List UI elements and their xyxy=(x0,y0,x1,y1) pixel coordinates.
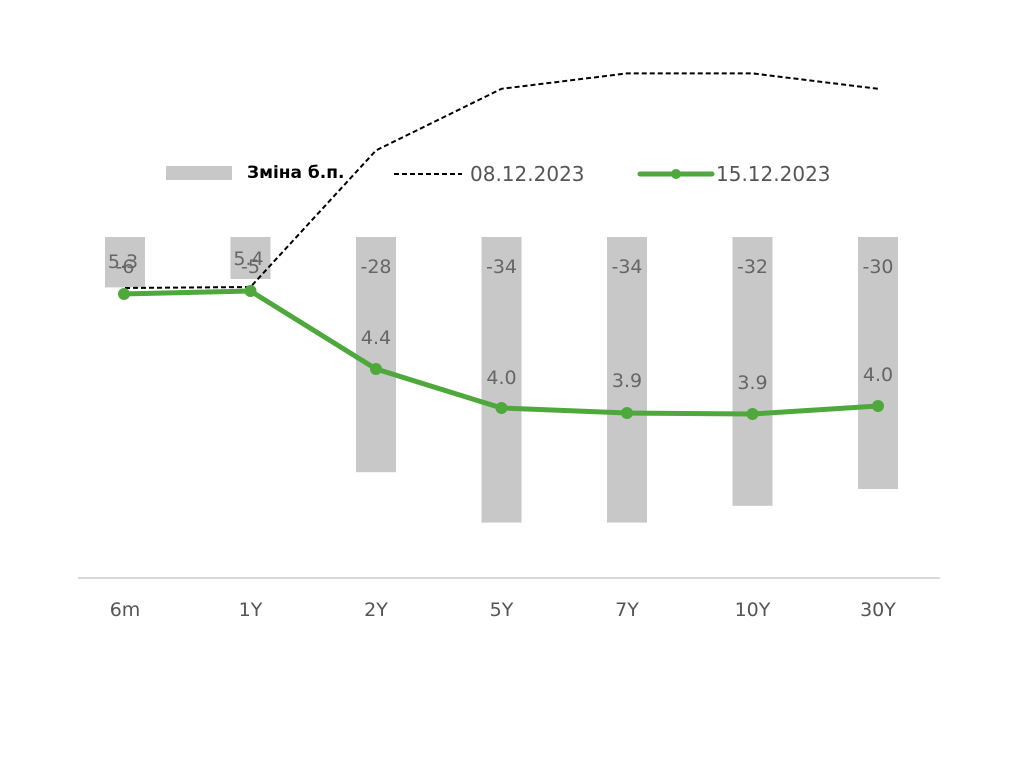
bar-2Y xyxy=(356,237,396,473)
bar-5Y xyxy=(481,237,522,523)
bar-7Y xyxy=(607,237,647,523)
bar-label-7Y: -34 xyxy=(611,256,642,278)
solid-point-5Y xyxy=(495,402,508,414)
bar-label-30Y: -30 xyxy=(862,256,893,278)
dashed-label-5Y: 4.0 xyxy=(486,367,516,389)
bar-30Y xyxy=(858,237,898,489)
bar-series xyxy=(105,237,898,523)
bar-label-1Y: -5 xyxy=(241,256,260,278)
legend: Зміна б.п. 08.12.2023 15.12.2023 xyxy=(166,162,831,186)
bar-data-labels: -6 -5 -28 -34 -34 -32 -30 xyxy=(116,256,894,278)
solid-point-10Y xyxy=(746,408,759,420)
legend-label-bar-series: Зміна б.п. xyxy=(247,163,344,183)
x-tick-7Y: 7Y xyxy=(615,599,639,621)
bar-label-10Y: -32 xyxy=(737,256,768,278)
dashed-label-7Y: 3.9 xyxy=(612,370,642,392)
solid-point-1Y xyxy=(244,285,257,297)
solid-point-30Y xyxy=(872,400,884,412)
bar-label-6m: -6 xyxy=(116,256,135,278)
x-tick-1Y: 1Y xyxy=(239,599,263,621)
x-tick-30Y: 30Y xyxy=(860,599,896,621)
dashed-label-30Y: 4.0 xyxy=(863,364,893,386)
legend-swatch-bar-series xyxy=(166,166,232,180)
bar-label-2Y: -28 xyxy=(360,256,391,278)
x-tick-2Y: 2Y xyxy=(364,599,388,621)
solid-series xyxy=(118,285,884,420)
x-tick-6m: 6m xyxy=(110,599,141,621)
dashed-label-2Y: 4.4 xyxy=(361,327,391,349)
dashed-label-1Y: 5.4 xyxy=(233,248,263,270)
dashed-label-10Y: 3.9 xyxy=(737,372,767,394)
bar-label-5Y: -34 xyxy=(486,256,517,278)
x-axis-ticks: 6m 1Y 2Y 5Y 7Y 10Y 30Y xyxy=(110,599,897,621)
legend-label-solid-series: 15.12.2023 xyxy=(716,162,831,186)
solid-point-2Y xyxy=(370,363,382,375)
dashed-data-labels: 5.3 5.4 4.4 4.0 3.9 3.9 4.0 xyxy=(108,248,893,394)
legend-label-dashed-series: 08.12.2023 xyxy=(470,162,585,186)
solid-point-7Y xyxy=(621,407,633,419)
dashed-series xyxy=(124,72,879,289)
legend-marker-solid-series xyxy=(671,169,681,179)
solid-point-6m xyxy=(118,288,130,300)
x-tick-10Y: 10Y xyxy=(735,599,771,621)
bar-10Y xyxy=(732,237,773,506)
bar-6m xyxy=(105,237,145,288)
dashed-label-6m: 5.3 xyxy=(108,251,138,273)
x-tick-5Y: 5Y xyxy=(490,599,514,621)
dashed-series-line xyxy=(124,72,879,289)
